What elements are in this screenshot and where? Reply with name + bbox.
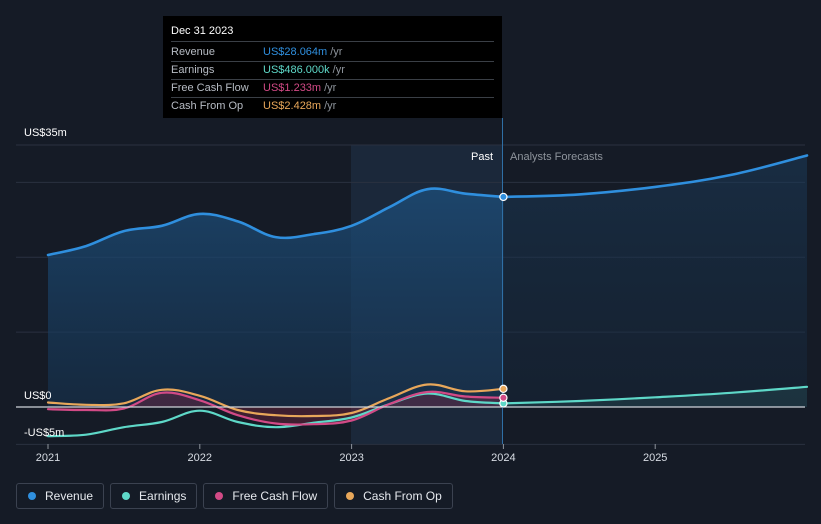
past-label: Past	[471, 151, 493, 163]
series-lines	[46, 154, 809, 438]
x-tick-label: 2023	[339, 452, 363, 464]
legend: Revenue Earnings Free Cash Flow Cash Fro…	[16, 483, 453, 509]
tooltip-row-revenue: Revenue US$28.064m /yr	[171, 44, 494, 62]
tooltip-value: US$1.233m	[263, 82, 322, 94]
tooltip-unit: /yr	[330, 46, 343, 58]
tooltip-label: Cash From Op	[171, 100, 244, 112]
legend-dot-icon	[28, 492, 36, 500]
legend-dot-icon	[346, 492, 355, 500]
tooltip-unit: /yr	[332, 64, 345, 76]
x-tick-label: 2022	[188, 452, 212, 464]
legend-label: Cash From Op	[363, 489, 442, 503]
revenue-line	[46, 187, 505, 257]
financial-chart: US$35m US$0 -US$5m Past Analysts Forecas…	[16, 118, 809, 464]
tooltip-label: Free Cash Flow	[171, 82, 249, 94]
forecast-label: Analysts Forecasts	[510, 151, 603, 163]
legend-item-earnings[interactable]: Earnings	[110, 483, 198, 509]
x-tick-label: 2025	[643, 452, 667, 464]
tooltip-row-free-cash-flow: Free Cash Flow US$1.233m /yr	[171, 80, 494, 98]
legend-dot-icon	[215, 492, 224, 500]
tooltip-date: Dec 31 2023	[171, 24, 494, 42]
y-label-top: US$35m	[24, 127, 67, 139]
tooltip-row-earnings: Earnings US$486.000k /yr	[171, 62, 494, 80]
tooltip-unit: /yr	[324, 82, 337, 94]
area-fills	[48, 155, 807, 425]
earnings-line	[46, 392, 505, 438]
tooltip-value: US$28.064m	[263, 46, 328, 58]
tooltip-unit: /yr	[324, 100, 337, 112]
earnings-forecast-line	[502, 385, 809, 405]
cash-from-op-marker	[499, 384, 508, 394]
legend-item-free-cash-flow[interactable]: Free Cash Flow	[203, 483, 329, 509]
legend-label: Earnings	[139, 489, 187, 503]
tooltip: Dec 31 2023 Revenue US$28.064m /yr Earni…	[163, 16, 502, 118]
tooltip-value: US$486.000k	[263, 64, 330, 76]
x-tick-label: 2024	[491, 452, 515, 464]
revenue-marker	[499, 192, 508, 202]
tooltip-row-cash-from-op: Cash From Op US$2.428m /yr	[171, 98, 494, 115]
free-cash-flow-marker	[499, 393, 508, 402]
legend-label: Revenue	[45, 489, 94, 503]
legend-item-cash-from-op[interactable]: Cash From Op	[334, 483, 453, 509]
tooltip-value: US$2.428m	[263, 100, 322, 112]
x-tick-label: 2021	[36, 452, 60, 464]
revenue-area	[48, 188, 504, 407]
free-cash-flow-line	[46, 390, 505, 426]
hover-markers	[499, 192, 508, 408]
legend-item-revenue[interactable]: Revenue	[16, 483, 105, 509]
y-label-bottom: -US$5m	[24, 427, 64, 439]
free-cash-flow-area	[48, 391, 504, 425]
revenue-forecast-area	[503, 155, 807, 407]
revenue-forecast-line	[502, 154, 809, 199]
tooltip-label: Earnings	[171, 64, 215, 76]
legend-dot-icon	[122, 492, 131, 500]
legend-label: Free Cash Flow	[232, 489, 318, 503]
y-label-zero: US$0	[24, 390, 52, 402]
tooltip-label: Revenue	[171, 46, 216, 58]
cash-from-op-line	[46, 383, 505, 418]
x-axis: 2021 2022 2023 2024 2025	[36, 444, 667, 464]
